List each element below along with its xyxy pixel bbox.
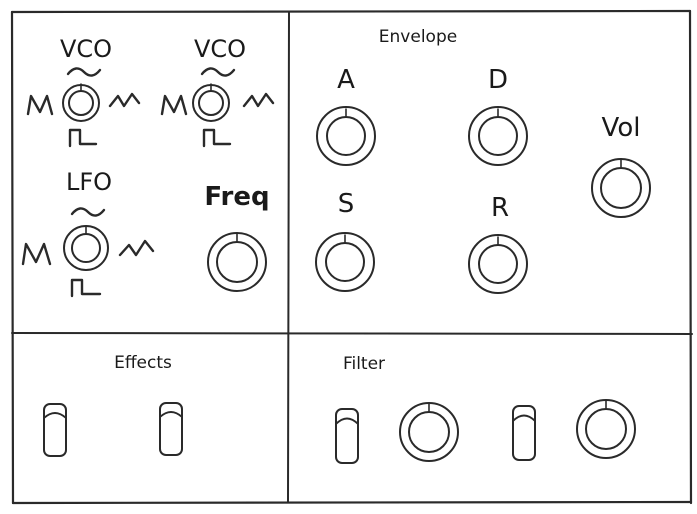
freq-module: Freq bbox=[204, 182, 270, 292]
vco-1-module: VCO bbox=[26, 35, 141, 148]
vco-2-knob[interactable] bbox=[192, 83, 230, 122]
volume-label: Vol bbox=[602, 113, 641, 143]
volume-knob[interactable] bbox=[591, 158, 651, 218]
panel-frame bbox=[10, 9, 693, 505]
attack-knob[interactable] bbox=[316, 106, 376, 166]
triangle-wave-icon[interactable] bbox=[108, 92, 141, 108]
oscillator-panel: VCO VCO LFO bbox=[21, 35, 275, 298]
lfo-label: LFO bbox=[66, 168, 112, 196]
sawtooth-wave-icon[interactable] bbox=[21, 242, 52, 266]
filter-slider-1[interactable] bbox=[335, 408, 359, 464]
decay-module: D bbox=[468, 65, 528, 166]
release-label: R bbox=[491, 193, 509, 223]
freq-label: Freq bbox=[204, 182, 269, 212]
release-knob[interactable] bbox=[468, 234, 528, 294]
decay-label: D bbox=[488, 65, 508, 95]
effects-slider-2[interactable] bbox=[159, 402, 183, 456]
vco-1-label: VCO bbox=[60, 35, 112, 63]
volume-module: Vol bbox=[591, 113, 651, 218]
envelope-title: Envelope bbox=[379, 27, 457, 47]
triangle-wave-icon[interactable] bbox=[242, 92, 275, 108]
decay-knob[interactable] bbox=[468, 106, 528, 166]
sine-wave-icon[interactable] bbox=[66, 67, 102, 77]
filter-slider-2[interactable] bbox=[512, 405, 536, 461]
square-wave-icon[interactable] bbox=[68, 128, 98, 148]
attack-module: A bbox=[316, 65, 376, 166]
vco-2-label: VCO bbox=[194, 35, 246, 63]
square-wave-icon[interactable] bbox=[202, 128, 232, 148]
sustain-module: S bbox=[315, 189, 375, 292]
sine-wave-icon[interactable] bbox=[70, 207, 106, 217]
sustain-knob[interactable] bbox=[315, 232, 375, 292]
triangle-wave-icon[interactable] bbox=[118, 239, 155, 257]
envelope-panel: Envelope A D S bbox=[315, 27, 651, 294]
vco-2-module: VCO bbox=[160, 35, 275, 148]
release-module: R bbox=[468, 193, 528, 294]
sine-wave-icon[interactable] bbox=[200, 67, 236, 77]
lfo-knob[interactable] bbox=[63, 225, 109, 271]
sawtooth-wave-icon[interactable] bbox=[160, 94, 188, 116]
sawtooth-wave-icon[interactable] bbox=[26, 94, 54, 116]
sustain-label: S bbox=[338, 189, 355, 219]
lfo-module: LFO bbox=[21, 168, 155, 298]
freq-knob[interactable] bbox=[207, 232, 267, 292]
filter-knob-2[interactable] bbox=[576, 399, 636, 459]
effects-title: Effects bbox=[114, 353, 172, 373]
effects-slider-1[interactable] bbox=[43, 403, 67, 457]
vco-1-knob[interactable] bbox=[62, 83, 100, 122]
effects-panel: Effects bbox=[43, 353, 183, 457]
square-wave-icon[interactable] bbox=[70, 278, 102, 298]
filter-title: Filter bbox=[343, 354, 385, 374]
filter-knob-1[interactable] bbox=[399, 402, 459, 462]
attack-label: A bbox=[337, 65, 355, 95]
filter-panel: Filter bbox=[335, 354, 636, 464]
